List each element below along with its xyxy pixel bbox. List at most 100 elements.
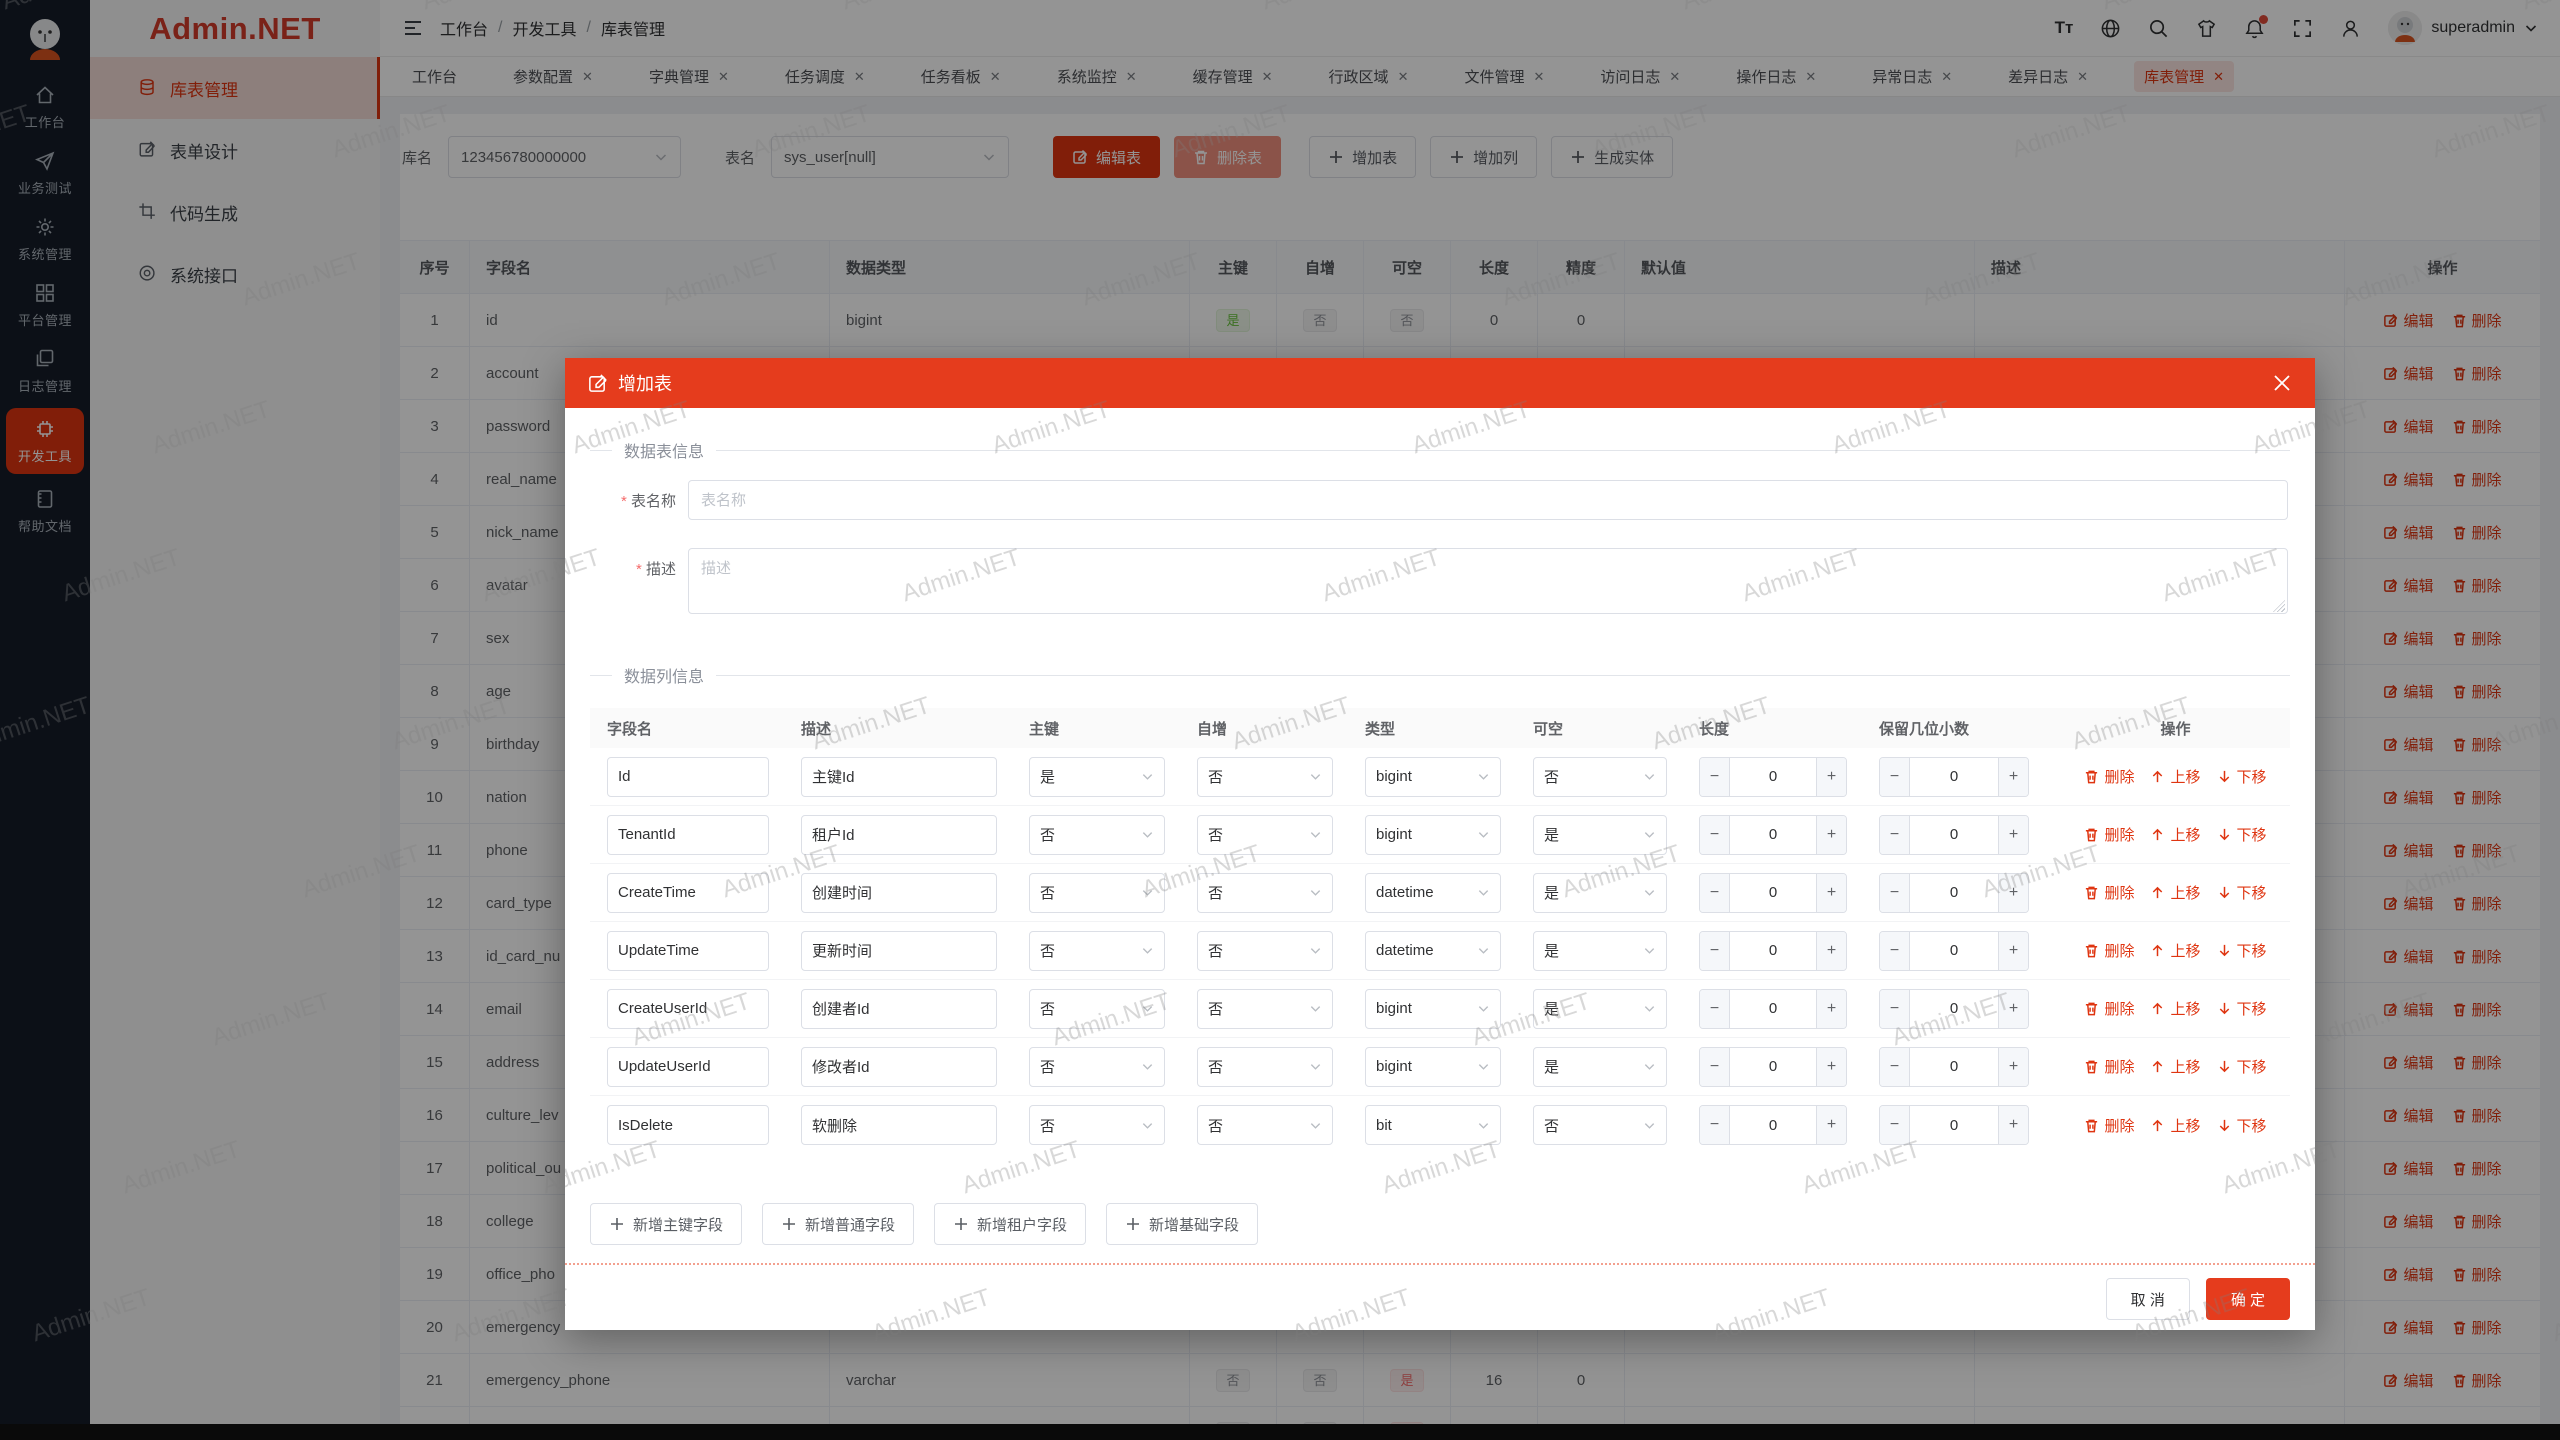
stepper-value[interactable]: 0 (1949, 826, 1959, 843)
field-name-input[interactable] (607, 1105, 769, 1145)
delete-row-button[interactable]: 删除 (2452, 1158, 2502, 1179)
move-up-button[interactable]: 上移 (2150, 824, 2201, 845)
delete-row-button[interactable]: 删除 (2452, 1317, 2502, 1338)
add-field-button-2[interactable]: 新增租户字段 (934, 1203, 1087, 1245)
add-field-button-3[interactable]: 新增基础字段 (1106, 1203, 1259, 1245)
close-icon[interactable]: ✕ (2077, 68, 2089, 84)
delete-row-button[interactable]: 删除 (2452, 363, 2502, 384)
move-up-button[interactable]: 上移 (2150, 998, 2201, 1019)
type-select[interactable]: datetime (1365, 872, 1501, 913)
tab-item[interactable]: 系统监控 ✕ (1047, 61, 1147, 92)
close-icon[interactable]: ✕ (1397, 68, 1409, 84)
pk-select[interactable]: 否 (1029, 930, 1165, 971)
increase-button[interactable]: + (1816, 989, 1846, 1028)
decrease-button[interactable]: − (1880, 757, 1910, 796)
type-select[interactable]: datetime (1365, 930, 1501, 971)
tab-item[interactable]: 库表管理 ✕ (2134, 61, 2234, 92)
increase-button[interactable]: + (1998, 1106, 2028, 1144)
tab-item[interactable]: 差异日志 ✕ (1998, 61, 2098, 92)
edit-row-button[interactable]: 编辑 (2383, 416, 2434, 437)
delete-row-button[interactable]: 删除 (2452, 1105, 2502, 1126)
stepper-value[interactable]: 0 (1768, 1000, 1778, 1017)
move-down-button[interactable]: 下移 (2217, 824, 2267, 845)
move-up-button[interactable]: 上移 (2150, 1115, 2201, 1136)
stepper-value[interactable]: 0 (1949, 942, 1959, 959)
rail-item-book[interactable]: 帮助文档 (0, 478, 90, 544)
close-icon[interactable]: ✕ (1261, 68, 1273, 84)
field-name-input[interactable] (607, 988, 769, 1029)
increase-button[interactable]: + (1998, 1047, 2028, 1086)
delete-row-button[interactable]: 删除 (2452, 575, 2502, 596)
nullable-select[interactable]: 是 (1533, 1046, 1667, 1087)
tab-item[interactable]: 访问日志 ✕ (1590, 61, 1690, 92)
nullable-select[interactable]: 是 (1533, 814, 1667, 855)
delete-row-button[interactable]: 删除 (2452, 1264, 2502, 1285)
pk-select[interactable]: 否 (1029, 1105, 1165, 1145)
tab-item[interactable]: 任务调度 ✕ (775, 61, 875, 92)
nullable-select[interactable]: 是 (1533, 988, 1667, 1029)
increment-select[interactable]: 否 (1197, 756, 1333, 797)
decrease-button[interactable]: − (1880, 873, 1910, 912)
delete-row-button[interactable]: 删除 (2452, 893, 2502, 914)
edit-row-button[interactable]: 编辑 (2383, 734, 2434, 755)
delete-table-button[interactable]: 删除表 (1174, 136, 1282, 178)
increment-select[interactable]: 否 (1197, 1105, 1333, 1145)
delete-row-button[interactable]: 删除 (2452, 522, 2502, 543)
pk-select[interactable]: 否 (1029, 988, 1165, 1029)
edit-row-button[interactable]: 编辑 (2383, 1052, 2434, 1073)
confirm-button[interactable]: 确 定 (2205, 1278, 2290, 1320)
tab-item[interactable]: 字典管理 ✕ (639, 61, 739, 92)
decrease-button[interactable]: − (1700, 757, 1730, 796)
edit-row-button[interactable]: 编辑 (2383, 840, 2434, 861)
move-down-button[interactable]: 下移 (2217, 998, 2267, 1019)
close-icon[interactable]: ✕ (1125, 68, 1137, 84)
decrease-button[interactable]: − (1880, 815, 1910, 854)
increment-select[interactable]: 否 (1197, 1046, 1333, 1087)
move-up-button[interactable]: 上移 (2150, 882, 2201, 903)
decrease-button[interactable]: − (1700, 1106, 1730, 1144)
submenu-item-crop[interactable]: 代码生成 (90, 181, 380, 243)
edit-row-button[interactable]: 编辑 (2383, 1370, 2434, 1391)
delete-row-button[interactable]: 删除 (2452, 628, 2502, 649)
field-desc-input[interactable] (801, 930, 997, 971)
decrease-button[interactable]: − (1880, 989, 1910, 1028)
increase-button[interactable]: + (1816, 873, 1846, 912)
decrease-button[interactable]: − (1700, 873, 1730, 912)
edit-row-button[interactable]: 编辑 (2383, 310, 2434, 331)
field-desc-input[interactable] (801, 814, 997, 855)
stepper-value[interactable]: 0 (1949, 1116, 1959, 1134)
font-size-icon[interactable]: Tт (2054, 18, 2074, 37)
decrease-button[interactable]: − (1700, 989, 1730, 1028)
field-name-input[interactable] (607, 814, 769, 855)
tab-item[interactable]: 任务看板 ✕ (911, 61, 1011, 92)
pk-select[interactable]: 否 (1029, 814, 1165, 855)
edit-row-button[interactable]: 编辑 (2383, 999, 2434, 1020)
edit-row-button[interactable]: 编辑 (2383, 363, 2434, 384)
rail-item-chip[interactable]: 开发工具 (6, 408, 84, 474)
rail-item-copy[interactable]: 日志管理 (0, 338, 90, 404)
delete-row-button[interactable]: 删除 (2452, 999, 2502, 1020)
increase-button[interactable]: + (1816, 1047, 1846, 1086)
rail-item-home[interactable]: 工作台 (0, 74, 90, 140)
stepper-value[interactable]: 0 (1768, 942, 1778, 959)
increase-button[interactable]: + (1998, 989, 2028, 1028)
breadcrumb-item[interactable]: 开发工具 (512, 22, 577, 39)
search-icon[interactable] (2148, 18, 2169, 39)
notification-icon[interactable] (2244, 14, 2269, 39)
field-name-input[interactable] (607, 756, 769, 797)
add-field-button-0[interactable]: 新增主键字段 (590, 1203, 743, 1245)
delete-row-button[interactable]: 删除 (2452, 1052, 2502, 1073)
increment-select[interactable]: 否 (1197, 930, 1333, 971)
edit-row-button[interactable]: 编辑 (2383, 628, 2434, 649)
increase-button[interactable]: + (1816, 931, 1846, 970)
stepper-value[interactable]: 0 (1768, 1116, 1778, 1134)
breadcrumb-item[interactable]: 工作台 (440, 22, 489, 39)
edit-row-button[interactable]: 编辑 (2383, 469, 2434, 490)
close-icon[interactable]: ✕ (1669, 68, 1681, 84)
delete-row-button[interactable]: 删除 (2452, 946, 2502, 967)
add-field-button-1[interactable]: 新增普通字段 (762, 1203, 915, 1245)
stepper-value[interactable]: 0 (1949, 768, 1959, 785)
tab-item[interactable]: 行政区域 ✕ (1319, 61, 1419, 92)
edit-row-button[interactable]: 编辑 (2383, 1211, 2434, 1232)
field-desc-input[interactable] (801, 988, 997, 1029)
